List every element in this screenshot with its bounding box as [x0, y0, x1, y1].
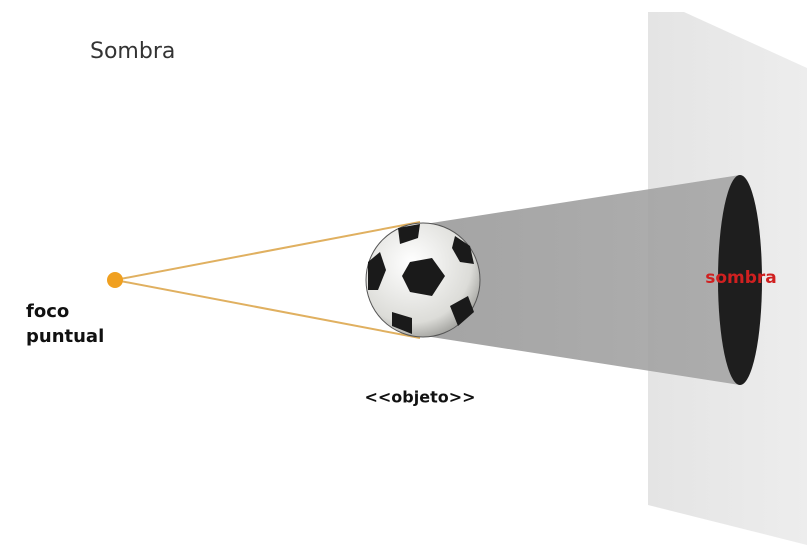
light-ray	[114, 279, 421, 339]
title: Sombra	[90, 39, 175, 64]
object-label: <<objeto>>	[364, 388, 475, 407]
shadow-cone	[425, 175, 740, 385]
light-ray	[114, 221, 421, 281]
source-label: puntual	[26, 326, 104, 347]
point-light	[107, 272, 123, 288]
source-label: foco	[26, 301, 69, 322]
shadow-label: sombra	[705, 268, 777, 288]
ball	[365, 222, 481, 338]
shadow-ellipse	[718, 175, 762, 385]
